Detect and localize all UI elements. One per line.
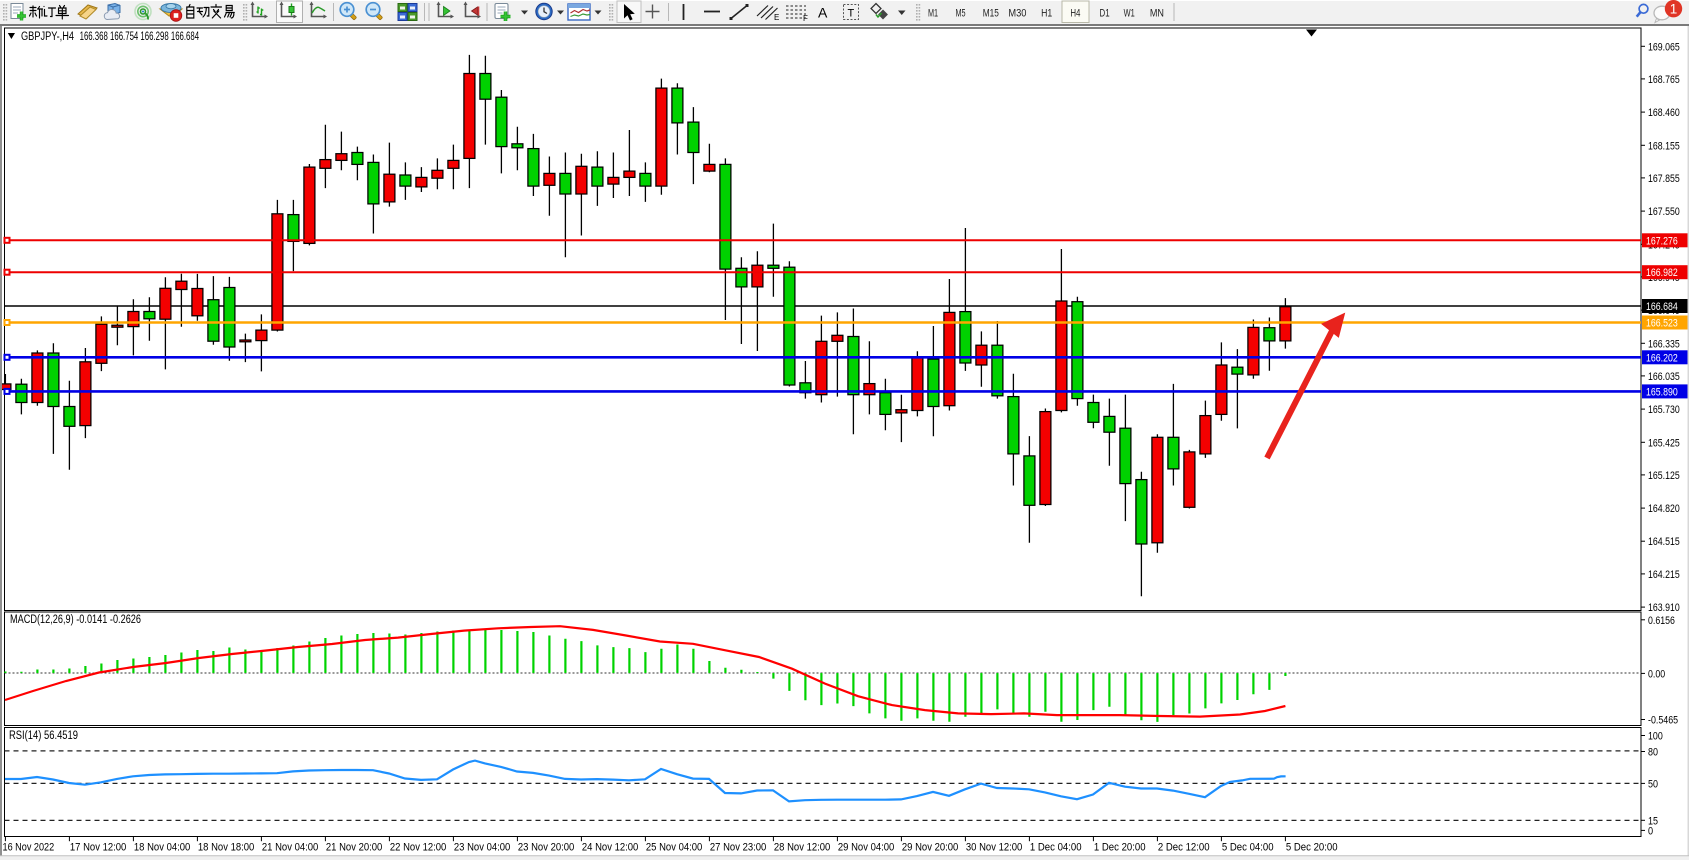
svg-text:29 Nov 20:00: 29 Nov 20:00 [902,842,958,854]
svg-text:MN: MN [1150,8,1164,20]
svg-text:M15: M15 [983,8,999,20]
svg-text:166.202: 166.202 [1646,352,1678,364]
svg-text:1 Dec 04:00: 1 Dec 04:00 [1030,842,1082,854]
svg-text:167.550: 167.550 [1648,206,1680,218]
svg-text:0.6156: 0.6156 [1648,615,1675,627]
svg-text:T: T [848,8,855,20]
svg-text:166.035: 166.035 [1648,371,1680,383]
svg-text:166.684: 166.684 [1646,301,1678,313]
svg-text:164.215: 164.215 [1648,569,1680,581]
svg-text:H1: H1 [1041,8,1052,20]
svg-text:1 Dec 20:00: 1 Dec 20:00 [1094,842,1146,854]
svg-text:166.335: 166.335 [1648,338,1680,350]
svg-text:168.155: 168.155 [1648,140,1680,152]
svg-text:0: 0 [1648,825,1653,837]
svg-text:5 Dec 20:00: 5 Dec 20:00 [1286,842,1338,854]
svg-text:17 Nov 12:00: 17 Nov 12:00 [70,842,126,854]
svg-text:W1: W1 [1124,8,1135,20]
svg-text:15: 15 [1648,815,1658,827]
svg-text:168.765: 168.765 [1648,74,1680,86]
svg-text:168.460: 168.460 [1648,107,1680,119]
svg-text:-0.5465: -0.5465 [1648,715,1678,727]
svg-text:23 Nov 04:00: 23 Nov 04:00 [454,842,510,854]
svg-text:165.125: 165.125 [1648,470,1680,482]
svg-text:166.982: 166.982 [1646,267,1678,279]
svg-text:MACD(12,26,9) -0.0141 -0.2626: MACD(12,26,9) -0.0141 -0.2626 [10,614,141,626]
svg-text:100: 100 [1648,731,1663,743]
svg-text:24 Nov 12:00: 24 Nov 12:00 [582,842,638,854]
svg-text:165.730: 165.730 [1648,404,1680,416]
svg-text:169.065: 169.065 [1648,41,1680,53]
svg-text:0.00: 0.00 [1648,668,1665,680]
svg-text:50: 50 [1648,778,1658,790]
svg-text:2 Dec 12:00: 2 Dec 12:00 [1158,842,1210,854]
svg-text:29 Nov 04:00: 29 Nov 04:00 [838,842,894,854]
svg-text:27 Nov 23:00: 27 Nov 23:00 [710,842,766,854]
svg-text:165.425: 165.425 [1648,437,1680,449]
svg-text:M30: M30 [1008,8,1026,20]
svg-text:30 Nov 12:00: 30 Nov 12:00 [966,842,1022,854]
svg-text:RSI(14) 56.4519: RSI(14) 56.4519 [9,730,78,742]
svg-text:28 Nov 12:00: 28 Nov 12:00 [774,842,830,854]
svg-text:GBPJPY-,H4: GBPJPY-,H4 [21,31,74,43]
svg-text:18 Nov 18:00: 18 Nov 18:00 [198,842,254,854]
svg-text:21 Nov 04:00: 21 Nov 04:00 [262,842,318,854]
svg-text:165.890: 165.890 [1646,386,1678,398]
svg-text:167.276: 167.276 [1646,235,1678,247]
svg-text:H4: H4 [1070,8,1080,20]
svg-text:M5: M5 [955,8,965,20]
svg-text:21 Nov 20:00: 21 Nov 20:00 [326,842,382,854]
svg-text:M1: M1 [928,8,938,20]
svg-text:164.820: 164.820 [1648,503,1680,515]
svg-text:166.523: 166.523 [1646,318,1678,330]
svg-text:23 Nov 20:00: 23 Nov 20:00 [518,842,574,854]
svg-text:D1: D1 [1100,8,1110,20]
svg-text:F: F [803,14,808,23]
svg-text:163.910: 163.910 [1648,602,1680,614]
svg-text:80: 80 [1648,747,1658,759]
svg-text:167.855: 167.855 [1648,173,1680,185]
svg-text:A: A [818,5,828,21]
svg-text:1: 1 [1670,2,1678,17]
svg-text:18 Nov 04:00: 18 Nov 04:00 [134,842,190,854]
svg-text:164.515: 164.515 [1648,536,1680,548]
svg-text:25 Nov 04:00: 25 Nov 04:00 [646,842,702,854]
svg-text:5 Dec 04:00: 5 Dec 04:00 [1222,842,1274,854]
svg-text:22 Nov 12:00: 22 Nov 12:00 [390,842,446,854]
svg-text:E: E [774,13,779,22]
svg-text:16 Nov 2022: 16 Nov 2022 [3,842,55,854]
svg-text:166.368 166.754 166.298 166.68: 166.368 166.754 166.298 166.684 [80,31,200,43]
